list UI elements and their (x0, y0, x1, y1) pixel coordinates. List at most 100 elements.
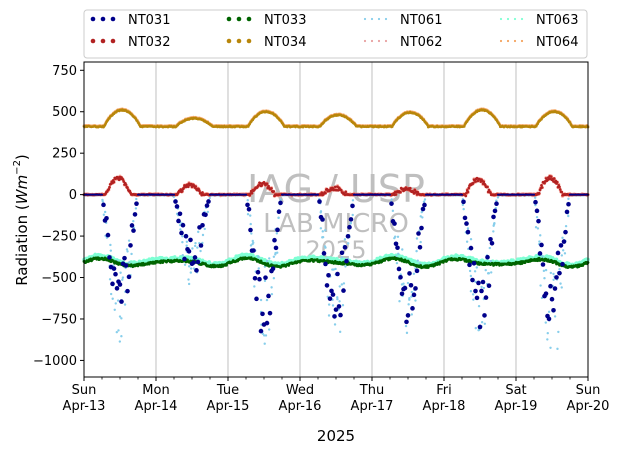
point-nt061 (421, 216, 424, 219)
legend-marker (377, 17, 381, 21)
legend-marker (377, 39, 381, 43)
legend-item-nt063: NT063 (499, 13, 578, 28)
point-nt061 (102, 213, 106, 216)
point-nt061 (468, 269, 472, 273)
point-nt032 (399, 190, 402, 194)
point-nt032 (413, 188, 417, 192)
point-nt061 (552, 278, 555, 281)
point-nt031 (260, 311, 265, 317)
point-nt031 (122, 255, 127, 261)
point-nt061 (135, 197, 138, 201)
point-nt032 (474, 180, 477, 183)
point-nt031 (278, 200, 283, 206)
point-nt031 (200, 222, 205, 228)
point-nt032 (250, 191, 254, 195)
legend-marker (513, 17, 517, 21)
watermark: IAG / USP LAB MICRO 2025 (247, 167, 425, 264)
point-nt031 (179, 230, 184, 236)
legend-marker (100, 16, 106, 22)
point-nt061 (116, 299, 120, 302)
legend-marker (384, 39, 388, 43)
point-nt061 (541, 255, 544, 258)
point-nt061 (402, 282, 405, 285)
point-nt061 (395, 261, 399, 265)
point-nt061 (249, 214, 252, 217)
point-nt061 (181, 235, 184, 238)
point-nt031 (188, 237, 193, 243)
point-nt032 (552, 177, 556, 180)
point-nt061 (469, 274, 473, 278)
point-nt061 (263, 342, 266, 345)
point-nt031 (125, 288, 130, 294)
point-nt032 (560, 190, 564, 194)
point-nt061 (401, 248, 404, 251)
point-nt061 (563, 252, 567, 255)
legend-marker (520, 17, 524, 21)
point-nt061 (564, 224, 568, 228)
legend-box (83, 9, 588, 59)
point-nt031 (273, 245, 279, 251)
point-nt061 (341, 304, 345, 307)
point-nt031 (176, 218, 181, 224)
legend-marker (246, 16, 252, 22)
point-nt034 (462, 125, 466, 128)
point-nt031 (131, 228, 136, 233)
point-nt061 (333, 323, 337, 326)
point-nt031 (267, 310, 273, 316)
point-nt061 (343, 238, 347, 241)
point-nt061 (474, 280, 477, 284)
point-nt061 (397, 252, 400, 256)
point-nt032 (124, 183, 128, 186)
point-nt061 (113, 308, 116, 312)
point-nt061 (268, 257, 271, 260)
point-nt061 (252, 241, 255, 244)
point-nt034 (426, 123, 429, 127)
point-nt061 (319, 210, 323, 213)
point-nt061 (270, 286, 273, 289)
point-nt061 (187, 278, 190, 281)
point-nt061 (557, 330, 560, 334)
legend-marker (520, 39, 524, 43)
legend-marker (236, 38, 242, 44)
point-nt061 (121, 276, 125, 279)
legend-label: NT064 (536, 35, 578, 50)
point-nt061 (538, 240, 541, 243)
point-nt061 (474, 326, 477, 330)
point-nt061 (344, 265, 347, 268)
point-nt061 (416, 259, 419, 262)
point-nt061 (536, 227, 540, 230)
point-nt061 (539, 284, 542, 287)
point-nt061 (257, 267, 260, 270)
point-nt061 (332, 268, 335, 271)
legend-marker (236, 16, 242, 22)
legend-item-nt031: NT031 (90, 13, 170, 28)
point-nt031 (182, 256, 187, 262)
point-nt032 (260, 184, 264, 187)
point-nt061 (480, 320, 484, 324)
point-nt061 (560, 254, 564, 257)
point-nt061 (194, 241, 197, 245)
point-nt031 (245, 202, 250, 208)
point-nt032 (339, 188, 343, 192)
point-nt031 (186, 249, 192, 254)
point-nt061 (542, 269, 546, 273)
point-nt032 (467, 186, 471, 190)
point-nt061 (484, 268, 487, 272)
point-nt061 (406, 281, 410, 285)
point-nt061 (120, 317, 123, 320)
point-nt061 (181, 240, 184, 244)
legend-marker (506, 39, 510, 43)
point-nt031 (123, 263, 129, 268)
point-nt061 (111, 297, 114, 300)
point-nt032 (408, 186, 412, 190)
point-nt061 (189, 271, 193, 274)
point-nt061 (199, 249, 202, 253)
point-nt061 (407, 303, 410, 306)
point-nt031 (126, 274, 132, 280)
point-nt061 (535, 215, 539, 219)
point-nt061 (561, 249, 565, 252)
legend-label: NT063 (536, 13, 578, 28)
point-nt061 (398, 300, 401, 303)
point-nt031 (107, 255, 112, 260)
point-nt061 (338, 300, 341, 303)
